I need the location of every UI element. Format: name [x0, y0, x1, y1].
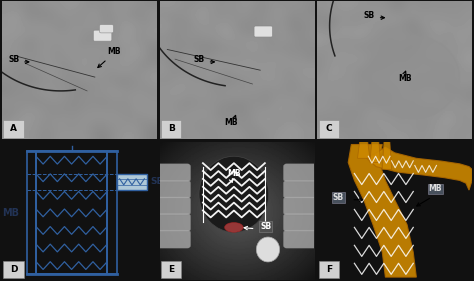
Text: MB: MB [228, 169, 241, 178]
FancyBboxPatch shape [156, 230, 191, 248]
FancyBboxPatch shape [283, 164, 318, 182]
Text: SB: SB [364, 11, 375, 20]
Circle shape [367, 36, 460, 119]
Text: B: B [168, 124, 174, 133]
Bar [107, 151, 117, 274]
Ellipse shape [225, 223, 243, 232]
FancyBboxPatch shape [93, 30, 112, 41]
FancyBboxPatch shape [254, 26, 273, 37]
Text: MB: MB [429, 184, 442, 194]
Bar [27, 151, 36, 274]
Text: C: C [326, 124, 332, 133]
Text: MB: MB [107, 47, 121, 56]
FancyBboxPatch shape [100, 25, 113, 33]
Bar [3, 260, 24, 278]
Text: SB: SB [194, 55, 205, 64]
FancyBboxPatch shape [156, 164, 191, 182]
Text: E: E [168, 265, 174, 274]
Text: SB: SB [151, 177, 164, 186]
Text: SB: SB [8, 55, 19, 64]
FancyBboxPatch shape [156, 180, 191, 198]
Bar [117, 173, 147, 190]
FancyBboxPatch shape [283, 214, 318, 232]
FancyBboxPatch shape [156, 214, 191, 232]
Text: D: D [10, 265, 17, 274]
Text: A: A [10, 124, 17, 133]
FancyBboxPatch shape [283, 230, 318, 248]
FancyBboxPatch shape [156, 197, 191, 215]
Bar [36, 151, 107, 274]
Polygon shape [382, 139, 392, 169]
Ellipse shape [256, 237, 280, 262]
Text: SB: SB [333, 193, 344, 202]
Bar [161, 260, 181, 278]
Text: SB: SB [260, 222, 271, 231]
Ellipse shape [199, 156, 269, 232]
Text: MB: MB [398, 74, 411, 83]
Text: MB: MB [2, 208, 19, 218]
Polygon shape [370, 139, 381, 162]
Bar [161, 120, 181, 138]
Text: MB: MB [225, 119, 238, 128]
Bar [319, 120, 339, 138]
FancyBboxPatch shape [283, 197, 318, 215]
Text: F: F [326, 265, 332, 274]
Polygon shape [367, 147, 472, 190]
Bar [3, 120, 24, 138]
FancyBboxPatch shape [283, 180, 318, 198]
Polygon shape [357, 139, 370, 158]
Bar [319, 260, 339, 278]
Polygon shape [348, 144, 416, 277]
